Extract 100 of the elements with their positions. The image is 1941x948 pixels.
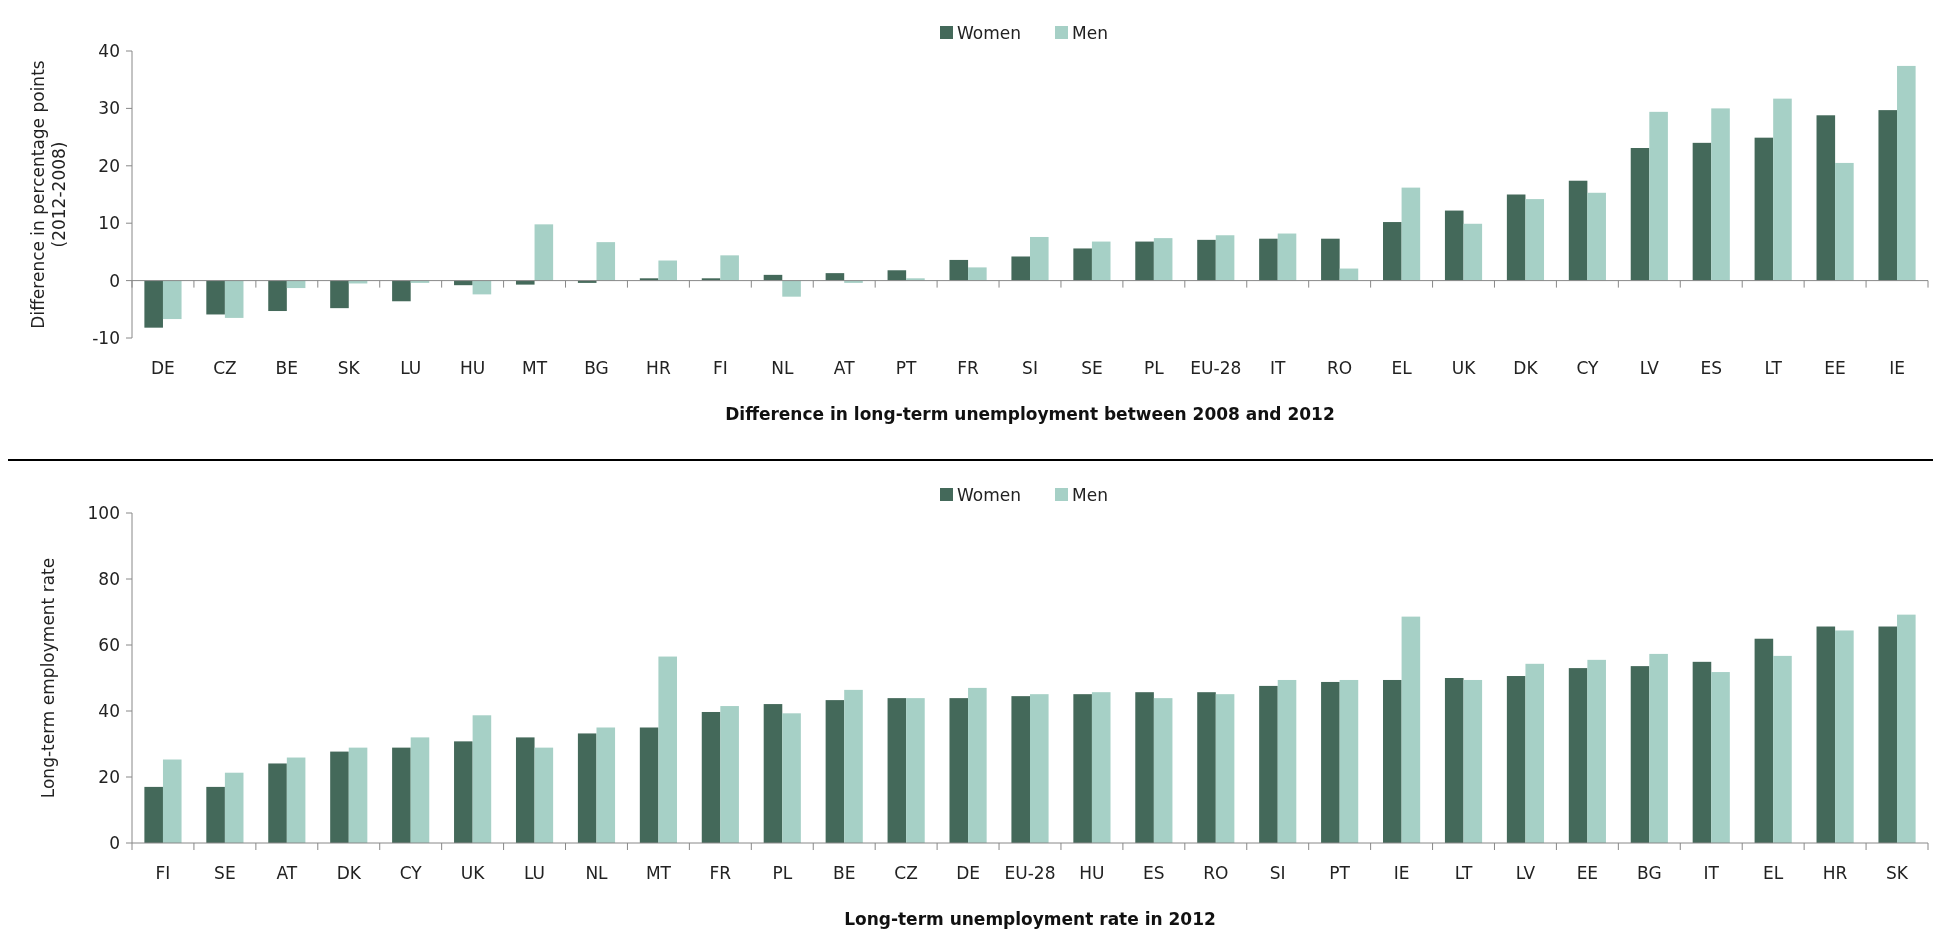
bar [1383, 222, 1402, 281]
bar [1401, 616, 1421, 843]
bar [348, 747, 368, 843]
bar [534, 224, 554, 281]
bar [1711, 672, 1730, 843]
x-tick-label: LU [524, 863, 546, 883]
bar [763, 704, 783, 843]
bar [410, 737, 430, 843]
x-tick-label: PT [895, 358, 918, 378]
y-axis-title: Difference in percentage points (2012-2008) [28, 60, 69, 329]
y-axis-title: Long-term employment rate [38, 557, 58, 799]
x-tick-label: PT [1329, 863, 1351, 883]
x-tick-label: LV [1515, 863, 1536, 883]
bar [658, 656, 677, 843]
bar [1259, 685, 1278, 843]
bar [825, 273, 845, 281]
bar [968, 267, 987, 281]
x-tick-label: EU-28 [1190, 358, 1242, 378]
bar [1649, 111, 1668, 281]
bar [1773, 655, 1792, 843]
y-tick-label: 40 [98, 700, 120, 721]
x-tick-label: EL [1763, 863, 1784, 883]
y-tick-label: 20 [98, 766, 120, 787]
bar [1754, 638, 1774, 843]
x-tick-label: EU-28 [1004, 863, 1056, 883]
x-tick-label: CZ [213, 358, 237, 378]
x-tick-label: MT [522, 358, 548, 378]
bar [1030, 236, 1049, 281]
x-axis-title: Difference in long-term unemployment between 2008 and 2012 [725, 404, 1335, 424]
x-tick-label: LT [1764, 358, 1783, 378]
bar [1568, 668, 1588, 843]
x-tick-label: BG [584, 358, 609, 378]
bar [1011, 696, 1030, 843]
x-tick-label: SE [214, 863, 236, 883]
x-tick-label: HU [460, 358, 486, 378]
bar [392, 747, 411, 843]
bar [330, 751, 349, 843]
bar [596, 242, 616, 281]
bar [1897, 614, 1916, 843]
bar [1773, 98, 1792, 281]
x-tick-label: NL [585, 863, 609, 883]
bar [968, 687, 987, 843]
x-tick-label: IT [1703, 863, 1720, 883]
y-tick-label: 10 [98, 213, 120, 234]
x-tick-label: EE [1576, 863, 1599, 883]
x-tick-label: PL [1143, 358, 1165, 378]
bar [1711, 108, 1730, 281]
x-tick-label: DK [336, 863, 362, 883]
bar [330, 280, 349, 309]
bar [887, 698, 907, 843]
bar [286, 280, 306, 289]
legend-label: Men [1072, 484, 1108, 505]
x-tick-label: LU [400, 358, 422, 378]
bar [596, 727, 616, 843]
bar [144, 786, 163, 843]
bar [1277, 679, 1297, 843]
y-tick-label: -10 [92, 327, 120, 348]
bar [1692, 142, 1712, 281]
bar [1568, 180, 1588, 281]
bar [1073, 694, 1092, 843]
x-tick-label: LV [1639, 358, 1660, 378]
x-tick-label: ES [1700, 358, 1723, 378]
bar [825, 700, 845, 843]
x-tick-label: IE [1393, 863, 1410, 883]
x-tick-label: CY [399, 863, 423, 883]
bar [1587, 192, 1606, 281]
bar [1878, 626, 1898, 843]
bar [949, 698, 969, 843]
bar [701, 711, 721, 843]
bar [206, 280, 225, 315]
bar [1525, 199, 1545, 281]
bar [1277, 233, 1297, 281]
bar [206, 786, 225, 843]
x-tick-label: ES [1143, 863, 1165, 883]
x-tick-label: CY [1576, 358, 1599, 378]
bar [472, 715, 492, 843]
bar [1444, 678, 1464, 843]
bar [1135, 692, 1154, 843]
x-tick-label: FR [709, 863, 732, 883]
legend-label: Women [957, 484, 1022, 505]
legend-label: Men [1072, 22, 1108, 43]
bar [454, 741, 473, 843]
y-tick-label: 40 [98, 40, 120, 61]
bar [472, 280, 492, 295]
bar [1754, 137, 1774, 281]
bar [268, 280, 287, 312]
y-tick-label: 0 [109, 832, 120, 853]
bar [1153, 698, 1173, 843]
bar [1073, 248, 1092, 281]
x-tick-label: BG [1637, 863, 1662, 883]
bar [720, 255, 739, 281]
x-tick-label: MT [645, 863, 672, 883]
bar [1401, 187, 1421, 281]
bar [1135, 241, 1154, 281]
bar [782, 280, 801, 297]
bar [844, 689, 863, 843]
bar [1215, 694, 1235, 843]
bar [515, 280, 535, 285]
bar [224, 772, 244, 843]
bar [1321, 681, 1340, 843]
